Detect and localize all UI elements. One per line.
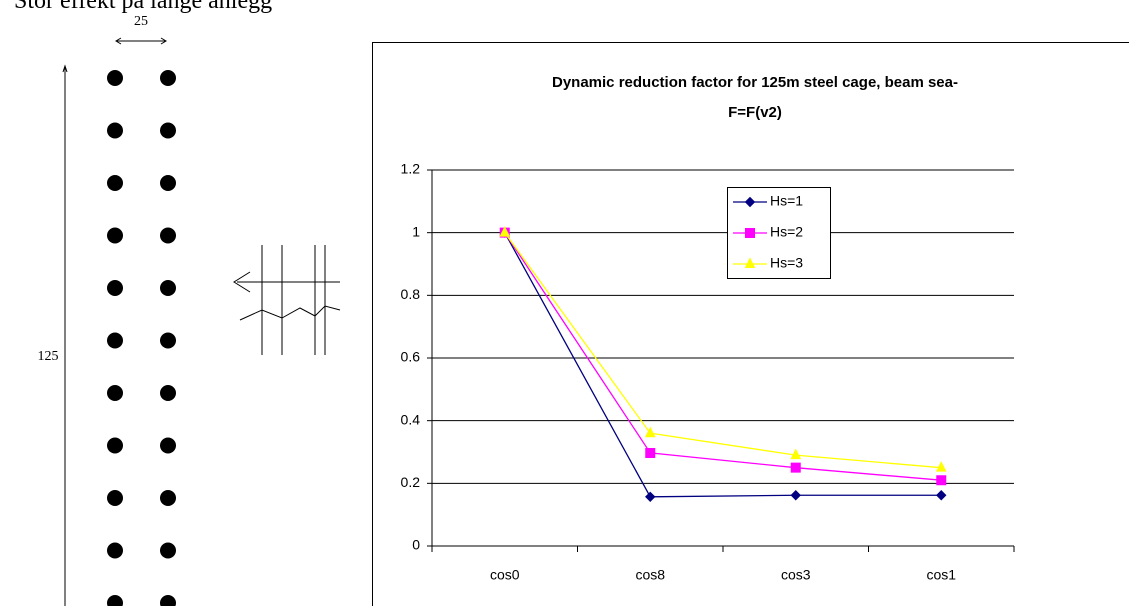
data-point <box>790 490 801 501</box>
y-tick-label: 0.4 <box>401 411 421 427</box>
series-line <box>504 232 942 498</box>
dot <box>107 227 123 244</box>
data-point <box>644 426 656 438</box>
data-point <box>499 226 511 237</box>
dot <box>107 542 123 559</box>
chart-frame <box>372 42 1129 606</box>
dot <box>160 122 176 139</box>
dot <box>107 122 123 139</box>
data-point <box>645 447 656 458</box>
x-tick-label: cos3 <box>781 567 811 583</box>
chart-title: F=F(v2) <box>728 104 782 121</box>
width-label: 25 <box>134 14 148 29</box>
series-line <box>504 232 942 469</box>
dot <box>160 595 176 606</box>
y-tick-label: 0 <box>412 537 420 553</box>
dot <box>160 175 176 191</box>
y-tick-label: 0.2 <box>401 474 421 490</box>
dot <box>160 332 176 349</box>
dot <box>160 542 176 559</box>
x-tick-label: cos0 <box>490 567 520 583</box>
legend-marker <box>745 228 755 238</box>
legend-label: Hs=3 <box>770 255 803 271</box>
data-point <box>936 490 947 501</box>
y-tick-label: 1.2 <box>401 161 421 177</box>
header-text: Stor effekt på lange anlegg <box>14 0 272 14</box>
y-tick-label: 0.8 <box>401 286 421 302</box>
dot <box>107 437 123 454</box>
dot <box>160 227 176 244</box>
dot <box>107 385 123 401</box>
chart: Dynamic reduction factor for 125m steel … <box>401 74 1015 583</box>
dot <box>107 595 123 606</box>
dot <box>160 385 176 401</box>
dot <box>160 437 176 454</box>
dot <box>107 490 123 506</box>
data-point <box>936 475 947 486</box>
legend-marker <box>744 257 756 268</box>
series-line <box>504 232 942 481</box>
legend-label: Hs=1 <box>770 193 803 209</box>
legend-label: Hs=2 <box>770 224 803 240</box>
data-point <box>790 462 801 473</box>
dot <box>107 280 123 296</box>
y-tick-label: 0.6 <box>401 349 421 365</box>
x-tick-label: cos1 <box>926 567 956 583</box>
cage-dots <box>107 70 176 606</box>
dot <box>107 70 123 86</box>
dot <box>160 70 176 86</box>
dot <box>160 280 176 296</box>
y-tick-label: 1 <box>412 223 420 239</box>
dot <box>107 332 123 349</box>
height-arrow-head <box>62 64 68 73</box>
x-tick-label: cos8 <box>635 567 665 583</box>
height-label: 125 <box>38 349 59 364</box>
legend-marker <box>744 196 756 208</box>
arrow-heads <box>115 37 167 45</box>
data-point <box>645 491 656 503</box>
cage-diagram <box>62 37 341 606</box>
chart-title: Dynamic reduction factor for 125m steel … <box>552 74 958 91</box>
dot <box>107 175 123 191</box>
data-point <box>790 448 802 460</box>
data-point <box>935 461 947 472</box>
dot <box>160 490 176 506</box>
